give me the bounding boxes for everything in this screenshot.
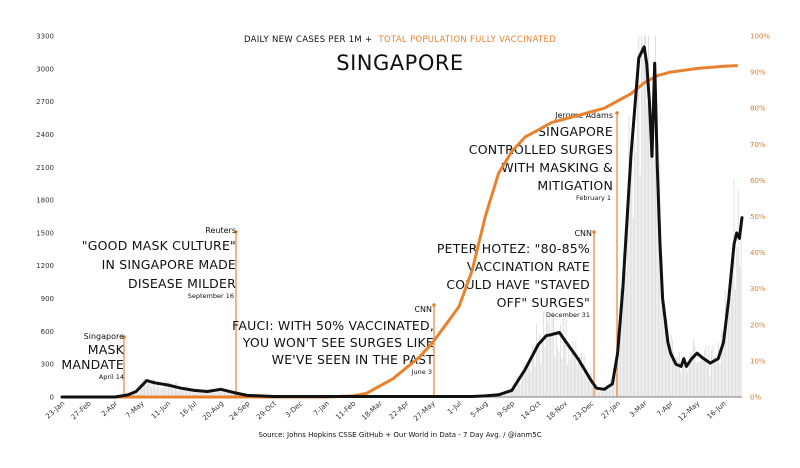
annotation-text: OFF" SURGES" xyxy=(497,295,590,310)
left-tick-label: 1200 xyxy=(36,262,54,270)
annotation-source: CNN xyxy=(414,305,432,314)
right-tick-label: 100% xyxy=(750,33,770,41)
x-tick-label: 16-Jun xyxy=(706,400,728,421)
annotation-source: Reuters xyxy=(205,226,236,235)
annotation-date: September 16 xyxy=(188,292,234,300)
x-tick-label: 7-May xyxy=(124,400,145,420)
right-axis-ticks: 0% 10% 20% 30% 40% 50% 60% 70% 80% 90% 100% xyxy=(750,33,770,402)
annotation-source: Jerome Adams xyxy=(554,111,613,120)
x-tick-label: 1-Jul xyxy=(446,400,463,417)
x-tick-label: 18-Nov xyxy=(545,400,569,423)
annotation-source: CNN xyxy=(574,229,592,238)
right-tick-label: 30% xyxy=(750,285,766,293)
right-tick-label: 0% xyxy=(750,394,761,402)
annotation-text: WE'VE SEEN IN THE PAST xyxy=(272,352,435,367)
x-tick-label: 12-May xyxy=(677,400,702,423)
annotation-dot xyxy=(432,303,436,307)
left-tick-label: 2100 xyxy=(36,164,54,172)
annotation-text: PETER HOTEZ: "80-85% xyxy=(437,241,590,256)
right-tick-label: 80% xyxy=(750,105,766,113)
x-tick-label: 27-Jan xyxy=(600,400,622,421)
x-tick-label: 14-Oct xyxy=(520,399,543,421)
annotation-text: "GOOD MASK CULTURE" xyxy=(82,238,236,253)
left-tick-label: 3000 xyxy=(36,65,54,73)
annotation-dot xyxy=(234,230,238,234)
left-tick-label: 600 xyxy=(41,328,54,336)
right-tick-label: 50% xyxy=(750,213,766,221)
chart-title: SINGAPORE xyxy=(336,51,463,75)
annotation-text: DISEASE MILDER xyxy=(128,276,236,291)
x-tick-label: 3-Mar xyxy=(628,399,648,419)
annotation-date: February 1 xyxy=(576,194,611,202)
x-tick-label: 5-Aug xyxy=(469,400,490,420)
left-tick-label: 1800 xyxy=(36,197,54,205)
annotation-text: WITH MASKING & xyxy=(501,160,613,175)
x-tick-label: 9-Sep xyxy=(496,399,517,419)
annotation-text: MASK xyxy=(88,342,125,357)
left-tick-label: 0 xyxy=(50,394,54,402)
right-tick-label: 10% xyxy=(750,357,766,365)
annotation-text: IN SINGAPORE MADE xyxy=(102,257,236,272)
x-tick-label: 20-Aug xyxy=(201,400,225,423)
annotation-text: MANDATE xyxy=(61,357,124,372)
annotation-dot xyxy=(615,111,619,115)
annotation-date: June 3 xyxy=(411,368,432,376)
left-tick-label: 2400 xyxy=(36,131,54,139)
annotation-text: COULD HAVE "STAVED xyxy=(446,277,590,292)
x-tick-label: 16-Jul xyxy=(178,400,198,420)
annotation-text: SINGAPORE xyxy=(538,124,613,139)
x-tick-label: 7-Apr xyxy=(655,399,675,418)
vaccinated-line xyxy=(60,64,739,399)
annotation-dot xyxy=(592,230,596,234)
x-tick-label: 11-Feb xyxy=(334,399,357,421)
x-tick-label: 27-May xyxy=(412,400,437,423)
subtitle-left: DAILY NEW CASES PER 1M + xyxy=(244,35,373,45)
x-tick-label: 29-Oct xyxy=(255,399,278,421)
annotation-dot xyxy=(122,335,126,339)
chart-subtitle: DAILY NEW CASES PER 1M + TOTAL POPULATIO… xyxy=(244,35,556,45)
right-tick-label: 20% xyxy=(750,321,766,329)
left-tick-label: 2700 xyxy=(36,98,54,106)
annotation-text: YOU WON'T SEE SURGES LIKE xyxy=(242,335,434,350)
right-tick-label: 60% xyxy=(750,177,766,185)
annotation-date: April 14 xyxy=(99,373,124,381)
right-tick-label: 40% xyxy=(750,249,766,257)
x-tick-label: 3-Dec xyxy=(284,399,305,419)
x-tick-label: 23-Dec xyxy=(572,399,596,422)
x-tick-label: 7-Jan xyxy=(312,400,331,418)
right-tick-label: 70% xyxy=(750,141,766,149)
left-tick-label: 900 xyxy=(41,295,54,303)
cases-line xyxy=(60,45,744,399)
left-tick-label: 300 xyxy=(41,361,54,369)
source-note: Source: Johns Hopkins CSSE GitHub + Our … xyxy=(258,431,541,439)
x-tick-label: 2-Apr xyxy=(100,399,120,418)
x-tick-label: 18-Mar xyxy=(360,399,384,422)
right-tick-label: 90% xyxy=(750,69,766,77)
annotation-source: Singapore xyxy=(84,332,124,341)
annotation-text: FAUCI: WITH 50% VACCINATED, xyxy=(232,318,434,333)
x-tick-label: 23-Jan xyxy=(44,400,66,421)
x-tick-label: 11-Jun xyxy=(150,400,172,421)
x-tick-label: 24-Sep xyxy=(228,399,252,422)
annotation-text: CONTROLLED SURGES xyxy=(469,142,613,157)
left-axis-ticks: 0 300 600 900 1200 1500 1800 2100 2400 2700 3000 33… xyxy=(36,33,54,402)
subtitle-right: TOTAL POPULATION FULLY VACCINATED xyxy=(378,35,557,45)
x-axis-ticks: 23-Jan 27-Feb 2-Apr 7-May 11-Jun 16-Jul 20-Aug… xyxy=(44,399,728,423)
x-tick-label: 27-Feb xyxy=(70,399,93,421)
left-tick-label: 1500 xyxy=(36,229,54,237)
left-tick-label: 3300 xyxy=(36,33,54,41)
x-tick-label: 22-Apr xyxy=(388,399,411,421)
annotation-date: December 31 xyxy=(546,311,590,319)
annotation-text: MITIGATION xyxy=(537,178,613,193)
annotation-text: VACCINATION RATE xyxy=(467,259,590,274)
